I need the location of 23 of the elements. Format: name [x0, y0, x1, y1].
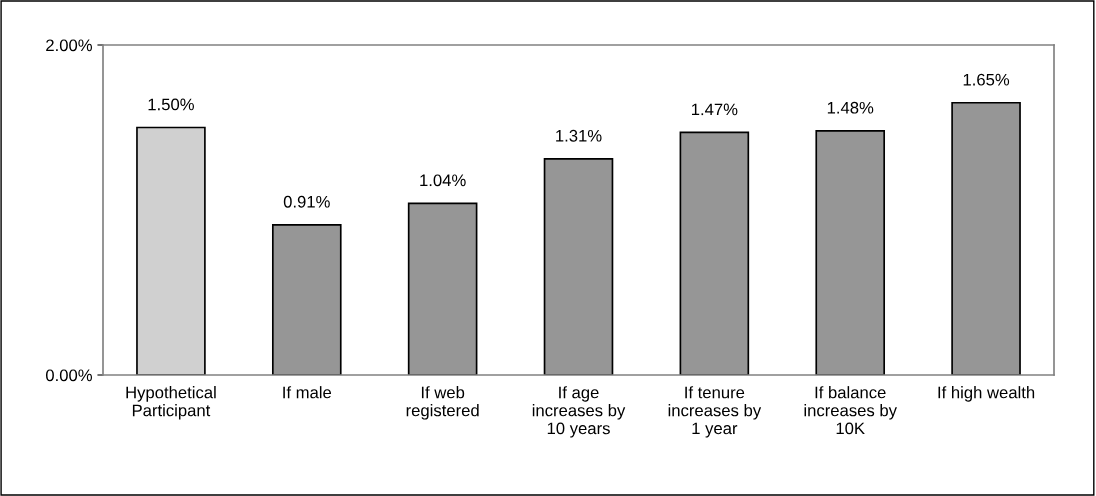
data-label: 1.50% — [148, 98, 194, 111]
x-tick-label: If age increases by 10 years — [532, 386, 626, 438]
data-label: 1.31% — [556, 129, 602, 142]
x-tick-label: If web registered — [406, 386, 479, 420]
y-tick-label: 0.00% — [45, 369, 92, 382]
data-label: 1.48% — [827, 101, 874, 114]
data-label: 1.65% — [963, 73, 1010, 86]
x-tick-label: If tenure increases by 1 year — [668, 386, 762, 438]
data-label: 1.04% — [420, 174, 466, 187]
data-label: 1.47% — [692, 103, 738, 116]
data-label: 0.91% — [283, 195, 330, 208]
bar — [136, 126, 206, 375]
y-tick-label: 2.00% — [46, 39, 92, 52]
bar — [407, 202, 478, 375]
bar — [271, 224, 342, 375]
bar — [815, 129, 886, 375]
x-tick-label: If male — [283, 386, 332, 399]
x-tick-label: Hypothetical Participant — [126, 386, 216, 420]
bar — [543, 158, 614, 375]
x-tick-label: If high wealth — [938, 386, 1035, 402]
x-tick-label: If balance increases by 10K — [804, 386, 897, 435]
bar — [951, 101, 1021, 375]
bar — [679, 131, 750, 375]
